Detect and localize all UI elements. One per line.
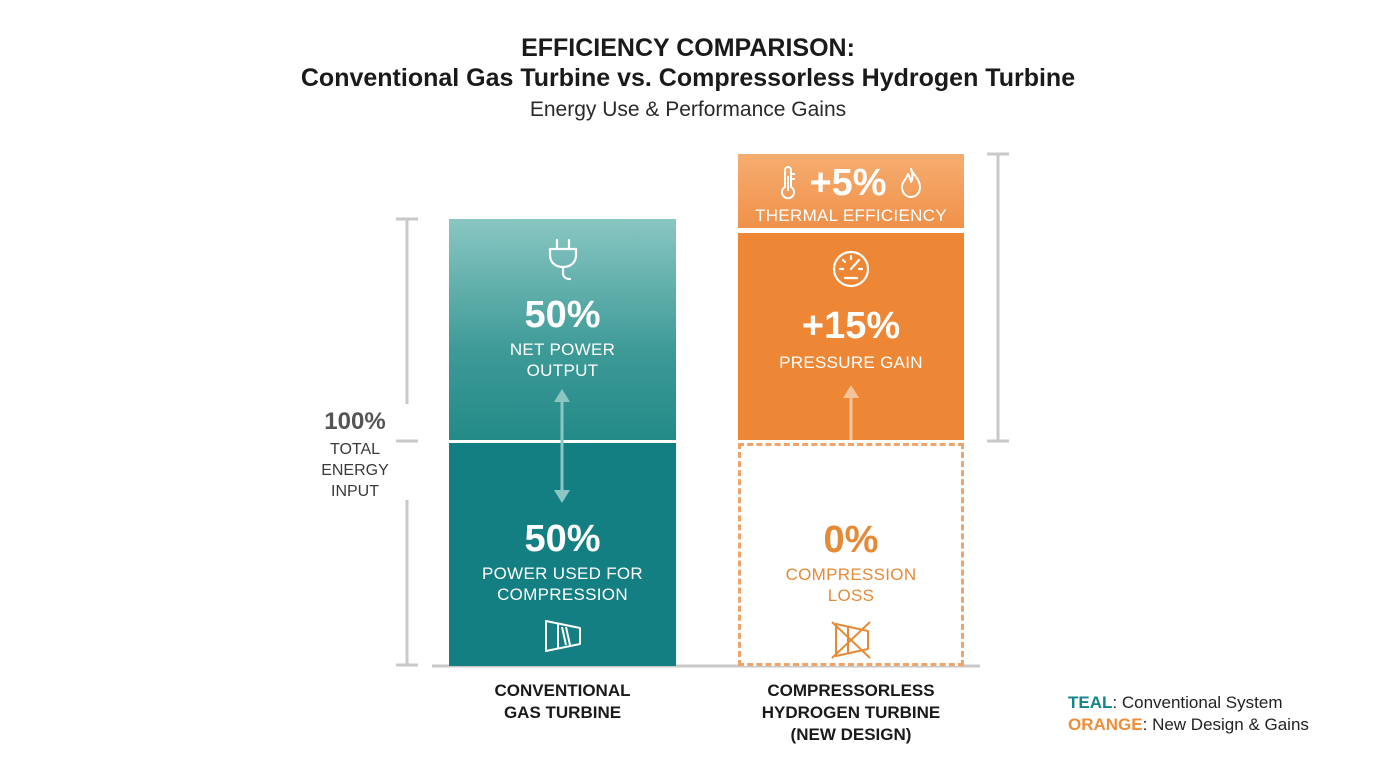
axis-total-value: 100% — [324, 408, 386, 435]
segment-label-line-1: COMPRESSION — [785, 565, 917, 584]
legend-item-orange: ORANGE: New Design & Gains — [1068, 714, 1309, 736]
no-compressor-icon — [831, 621, 871, 659]
category-line-2: HYDROGEN TURBINE — [761, 703, 941, 722]
legend-key-orange: ORANGE — [1068, 715, 1143, 734]
category-line-1: COMPRESSORLESS — [767, 681, 935, 700]
segment-label-line-2: LOSS — [827, 586, 875, 605]
legend-key-teal: TEAL — [1068, 693, 1113, 712]
category-label-conventional: CONVENTIONAL GAS TURBINE — [440, 680, 685, 724]
legend: TEAL: Conventional System ORANGE: New De… — [1068, 692, 1309, 736]
segment-label-line-2: OUTPUT — [526, 361, 599, 380]
category-line-2: GAS TURBINE — [503, 703, 622, 722]
legend-item-teal: TEAL: Conventional System — [1068, 692, 1309, 714]
category-line-1: CONVENTIONAL — [494, 681, 631, 700]
compressor-icon — [544, 620, 581, 652]
chart-subtitle: Energy Use & Performance Gains — [529, 98, 847, 121]
legend-text-orange: : New Design & Gains — [1142, 715, 1309, 734]
category-label-hydrogen: COMPRESSORLESS HYDROGEN TURBINE (NEW DES… — [720, 680, 982, 746]
segment-value: 50% — [524, 518, 601, 560]
category-line-3: (NEW DESIGN) — [790, 725, 912, 744]
bar-hydrogen-thermal-segment: +5% THERMAL EFFICIENCY — [738, 154, 964, 228]
segment-label: PRESSURE GAIN — [779, 353, 923, 372]
flame-icon — [900, 168, 921, 198]
segment-label-line-2: COMPRESSION — [497, 585, 628, 604]
gauge-icon — [832, 250, 870, 288]
chart-title-line-1: EFFICIENCY COMPARISON: — [521, 34, 855, 62]
thermometer-icon — [781, 166, 796, 200]
segment-value: +5% — [809, 162, 887, 204]
legend-text-teal: : Conventional System — [1112, 693, 1283, 712]
thermal-row: +5% — [779, 163, 922, 203]
plug-icon — [548, 238, 577, 281]
teal-double-arrow — [554, 389, 570, 503]
bar-hydrogen-pressure-segment: +15% PRESSURE GAIN — [738, 233, 964, 440]
axis-label-line-1: TOTAL — [329, 441, 381, 458]
segment-label-line-1: POWER USED FOR — [482, 564, 643, 583]
chart-title-line-2: Conventional Gas Turbine vs. Compressorl… — [300, 64, 1076, 92]
segment-value: 50% — [524, 294, 601, 336]
bar-hydrogen-compression-loss-segment: 0% COMPRESSION LOSS — [738, 443, 964, 666]
axis-total-label: TOTAL ENERGY INPUT — [310, 439, 400, 502]
segment-value: +15% — [801, 305, 901, 347]
orange-up-arrow — [843, 385, 859, 440]
segment-label-line-1: NET POWER — [509, 340, 616, 359]
axis-label-line-3: INPUT — [331, 483, 379, 500]
segment-value: 0% — [823, 519, 879, 561]
axis-label-line-2: ENERGY — [321, 462, 389, 479]
bar-conventional-net-power-segment: 50% NET POWER OUTPUT — [449, 219, 676, 440]
segment-label: THERMAL EFFICIENCY — [755, 206, 947, 225]
